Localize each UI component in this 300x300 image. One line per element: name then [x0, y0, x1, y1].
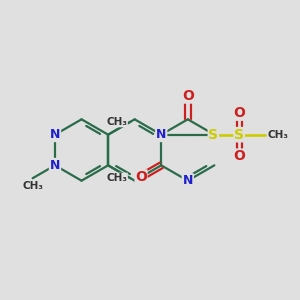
Text: CH₃: CH₃ — [106, 117, 127, 127]
Text: S: S — [234, 128, 244, 142]
Text: N: N — [156, 128, 166, 141]
Text: CH₃: CH₃ — [106, 173, 127, 183]
Text: O: O — [233, 149, 245, 163]
Text: N: N — [50, 128, 60, 141]
Text: N: N — [183, 174, 193, 187]
Text: N: N — [50, 159, 60, 172]
Text: O: O — [182, 89, 194, 103]
Text: CH₃: CH₃ — [268, 130, 289, 140]
Text: CH₃: CH₃ — [22, 181, 43, 191]
Text: O: O — [233, 106, 245, 120]
Text: O: O — [135, 170, 147, 184]
Text: S: S — [208, 128, 218, 142]
